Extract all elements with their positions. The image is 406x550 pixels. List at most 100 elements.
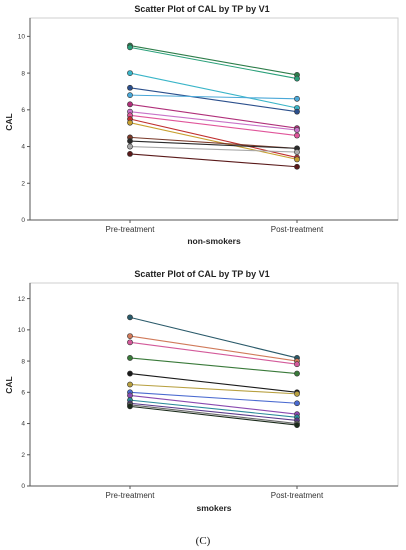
series-line [129,114,298,137]
series-line [129,45,298,76]
data-point [127,143,133,150]
data-point [294,390,300,397]
y-tick-label: 0 [21,217,25,224]
x-axis-title: smokers [197,503,232,513]
x-tick-label: Pre-treatment [106,225,156,234]
y-tick-label: 6 [21,390,25,397]
data-point [127,101,133,108]
data-point [294,127,300,133]
plot-frame [29,17,399,221]
y-tick-label: 4 [21,421,25,428]
data-point [294,361,300,368]
chart-title: Scatter Plot of CAL by TP by V1 [134,4,269,14]
y-tick-label: 10 [18,34,26,41]
data-point [127,138,133,144]
data-point [127,314,133,321]
data-point [127,70,133,76]
series-line [129,391,298,404]
series-11 [127,403,300,428]
series-line [129,122,298,160]
data-point [294,132,300,139]
y-axis-title: CAL [4,376,14,393]
series-8 [127,116,300,161]
series-line [129,136,298,149]
plot-frame [29,282,399,487]
y-tick-label: 4 [21,144,25,151]
data-point [127,370,133,377]
data-point [127,381,133,388]
x-tick-label: Pre-treatment [106,491,156,500]
series-line [129,46,298,80]
y-axis-title: CAL [4,113,14,130]
series-4 [127,370,300,396]
series-2 [127,70,300,111]
data-point [127,403,133,410]
series-line [129,357,298,375]
data-point [294,156,300,163]
series-3 [127,355,300,377]
chart-smokers: Scatter Plot of CAL by TP by V1 CAL smok… [4,269,399,513]
series-line [129,94,298,100]
series-line [129,316,298,359]
figure-caption: (C) [196,535,211,547]
data-point [294,149,300,155]
series-2 [127,339,300,368]
data-point [127,150,133,157]
series-line [129,153,298,168]
series-7 [127,392,300,418]
series-1 [127,44,300,82]
series-line [129,373,298,393]
y-tick-label: 10 [18,327,26,334]
x-axis-title: non-smokers [187,236,241,246]
series-3 [127,84,300,115]
series-line [129,405,298,426]
data-point [294,75,300,82]
data-point [294,95,300,102]
series-6 [127,108,300,133]
data-point [127,119,133,126]
series-line [129,404,298,425]
y-tick-label: 12 [18,296,26,303]
series-line [129,87,298,113]
series-line [129,335,298,362]
data-point [294,370,300,377]
x-tick-label: Post-treatment [271,491,324,500]
series-line [129,145,298,153]
series-4 [127,92,300,102]
series-9 [127,119,300,163]
data-point [294,108,300,115]
data-point [127,92,133,99]
chart-non-smokers: Scatter Plot of CAL by TP by V1 CAL non-… [4,4,399,246]
series-line [129,103,298,129]
series-10 [127,134,300,152]
series-5 [127,101,300,132]
y-tick-label: 8 [21,358,25,365]
series-line [129,399,298,418]
series-line [129,72,298,109]
series-5 [127,381,300,397]
series-line [129,111,298,131]
y-tick-label: 2 [21,180,25,187]
data-point [294,422,300,428]
series-0 [127,42,300,78]
series-12 [127,143,300,155]
data-point [294,163,300,170]
series-line [129,394,298,415]
data-point [294,400,300,407]
y-tick-label: 6 [21,107,25,114]
y-tick-label: 2 [21,452,25,459]
series-13 [127,150,300,170]
data-point [127,333,133,339]
y-tick-label: 0 [21,483,25,490]
series-line [129,341,298,365]
chart-title: Scatter Plot of CAL by TP by V1 [134,269,269,279]
data-point [127,84,133,91]
series-line [129,402,298,421]
x-tick-label: Post-treatment [271,225,324,234]
series-line [129,140,298,149]
data-point [127,339,133,346]
series-line [129,383,298,395]
y-tick-label: 8 [21,70,25,77]
